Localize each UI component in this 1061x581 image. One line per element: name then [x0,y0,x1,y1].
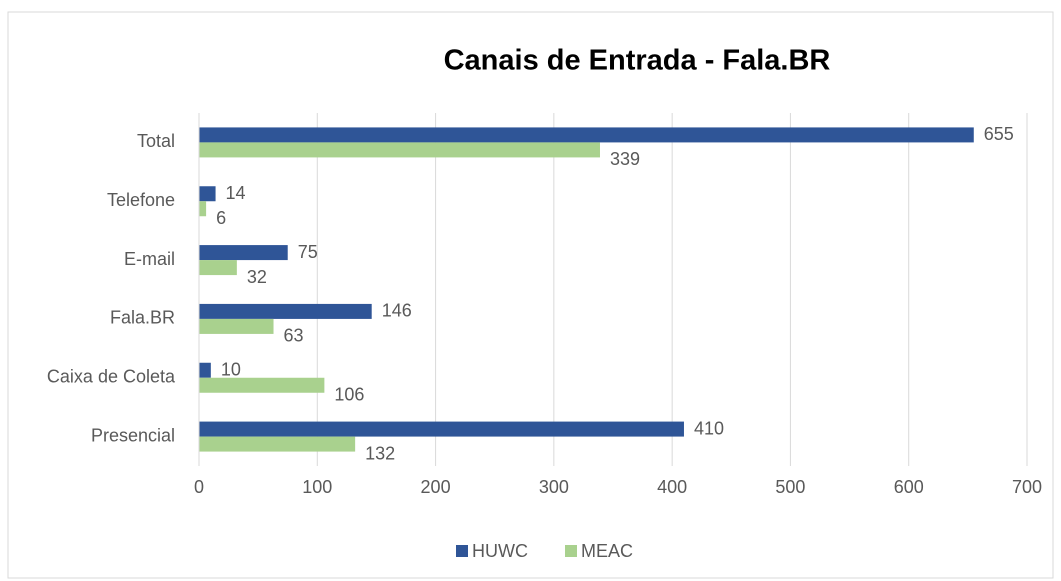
data-label: 75 [298,242,318,262]
bar [199,421,684,437]
legend-label: HUWC [472,541,528,561]
data-label: 106 [334,385,364,405]
y-tick-label: Caixa de Coleta [47,367,176,387]
y-tick-label: Telefone [107,190,175,210]
bar [199,436,356,452]
legend-swatch [565,545,577,557]
bar [199,377,325,393]
data-label: 655 [984,124,1014,144]
data-label: 146 [382,301,412,321]
x-tick-label: 300 [539,477,569,497]
bar [199,127,974,143]
y-tick-label: Fala.BR [110,308,175,328]
bar [199,362,211,378]
data-label: 410 [694,418,724,438]
x-tick-label: 600 [894,477,924,497]
chart-border [7,11,1054,579]
data-label: 339 [610,149,640,169]
legend-label: MEAC [581,541,633,561]
y-tick-label: Presencial [91,425,175,445]
bar [199,142,600,158]
bar [199,318,274,334]
bar [199,201,207,217]
bar [199,245,288,261]
data-label: 63 [284,326,304,346]
x-tick-label: 700 [1012,477,1042,497]
y-tick-label: Total [137,131,175,151]
x-tick-label: 0 [194,477,204,497]
data-label: 32 [247,267,267,287]
data-label: 6 [216,208,226,228]
legend-swatch [456,545,468,557]
bar [199,186,216,202]
bar [199,303,372,319]
bar [199,260,237,276]
x-tick-label: 500 [775,477,805,497]
y-tick-label: E-mail [124,249,175,269]
data-label: 10 [221,360,241,380]
data-label: 132 [365,443,395,463]
data-label: 14 [226,183,246,203]
x-tick-label: 400 [657,477,687,497]
chart-title: Canais de Entrada - Fala.BR [444,45,831,77]
x-tick-label: 100 [302,477,332,497]
x-tick-label: 200 [421,477,451,497]
